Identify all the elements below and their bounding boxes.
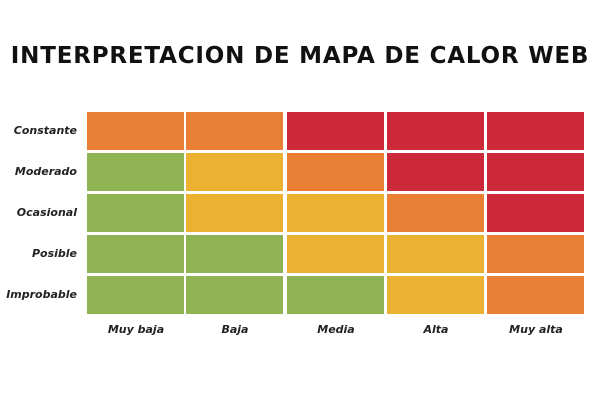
heatmap-cell	[387, 235, 484, 273]
heatmap-cell	[387, 112, 484, 150]
heatmap-cell	[287, 276, 384, 314]
heatmap-cell	[87, 276, 184, 314]
row-label: Constante	[13, 124, 77, 137]
heatmap-cell	[487, 194, 584, 232]
column-label: Media	[317, 323, 355, 336]
heatmap-cell	[487, 153, 584, 191]
heatmap-cell	[186, 194, 283, 232]
heatmap-cell	[186, 112, 283, 150]
heatmap-cell	[387, 153, 484, 191]
heatmap-cell	[287, 235, 384, 273]
row-label: Improbable	[6, 288, 77, 301]
heatmap-cell	[87, 194, 184, 232]
heatmap-cell	[186, 235, 283, 273]
heatmap-cell	[87, 235, 184, 273]
heatmap-cell	[287, 112, 384, 150]
heatmap-cell	[487, 112, 584, 150]
heatmap-cell	[186, 276, 283, 314]
row-label: Posible	[31, 247, 77, 260]
heatmap-cell	[287, 153, 384, 191]
column-label: Muy alta	[509, 323, 563, 336]
row-label: Moderado	[14, 165, 77, 178]
heatmap-cell	[487, 276, 584, 314]
heatmap-cell	[87, 153, 184, 191]
column-label: Alta	[423, 323, 449, 336]
row-label: Ocasional	[16, 206, 77, 219]
heatmap-cell	[287, 194, 384, 232]
heatmap-cell	[87, 112, 184, 150]
heatmap-cell	[387, 276, 484, 314]
column-label: Muy baja	[107, 323, 165, 336]
heatmap-cell	[186, 153, 283, 191]
heatmap-cell	[487, 235, 584, 273]
column-label: Baja	[221, 323, 249, 336]
chart-title: INTERPRETACION DE MAPA DE CALOR WEB	[10, 43, 590, 69]
heatmap-cell	[387, 194, 484, 232]
